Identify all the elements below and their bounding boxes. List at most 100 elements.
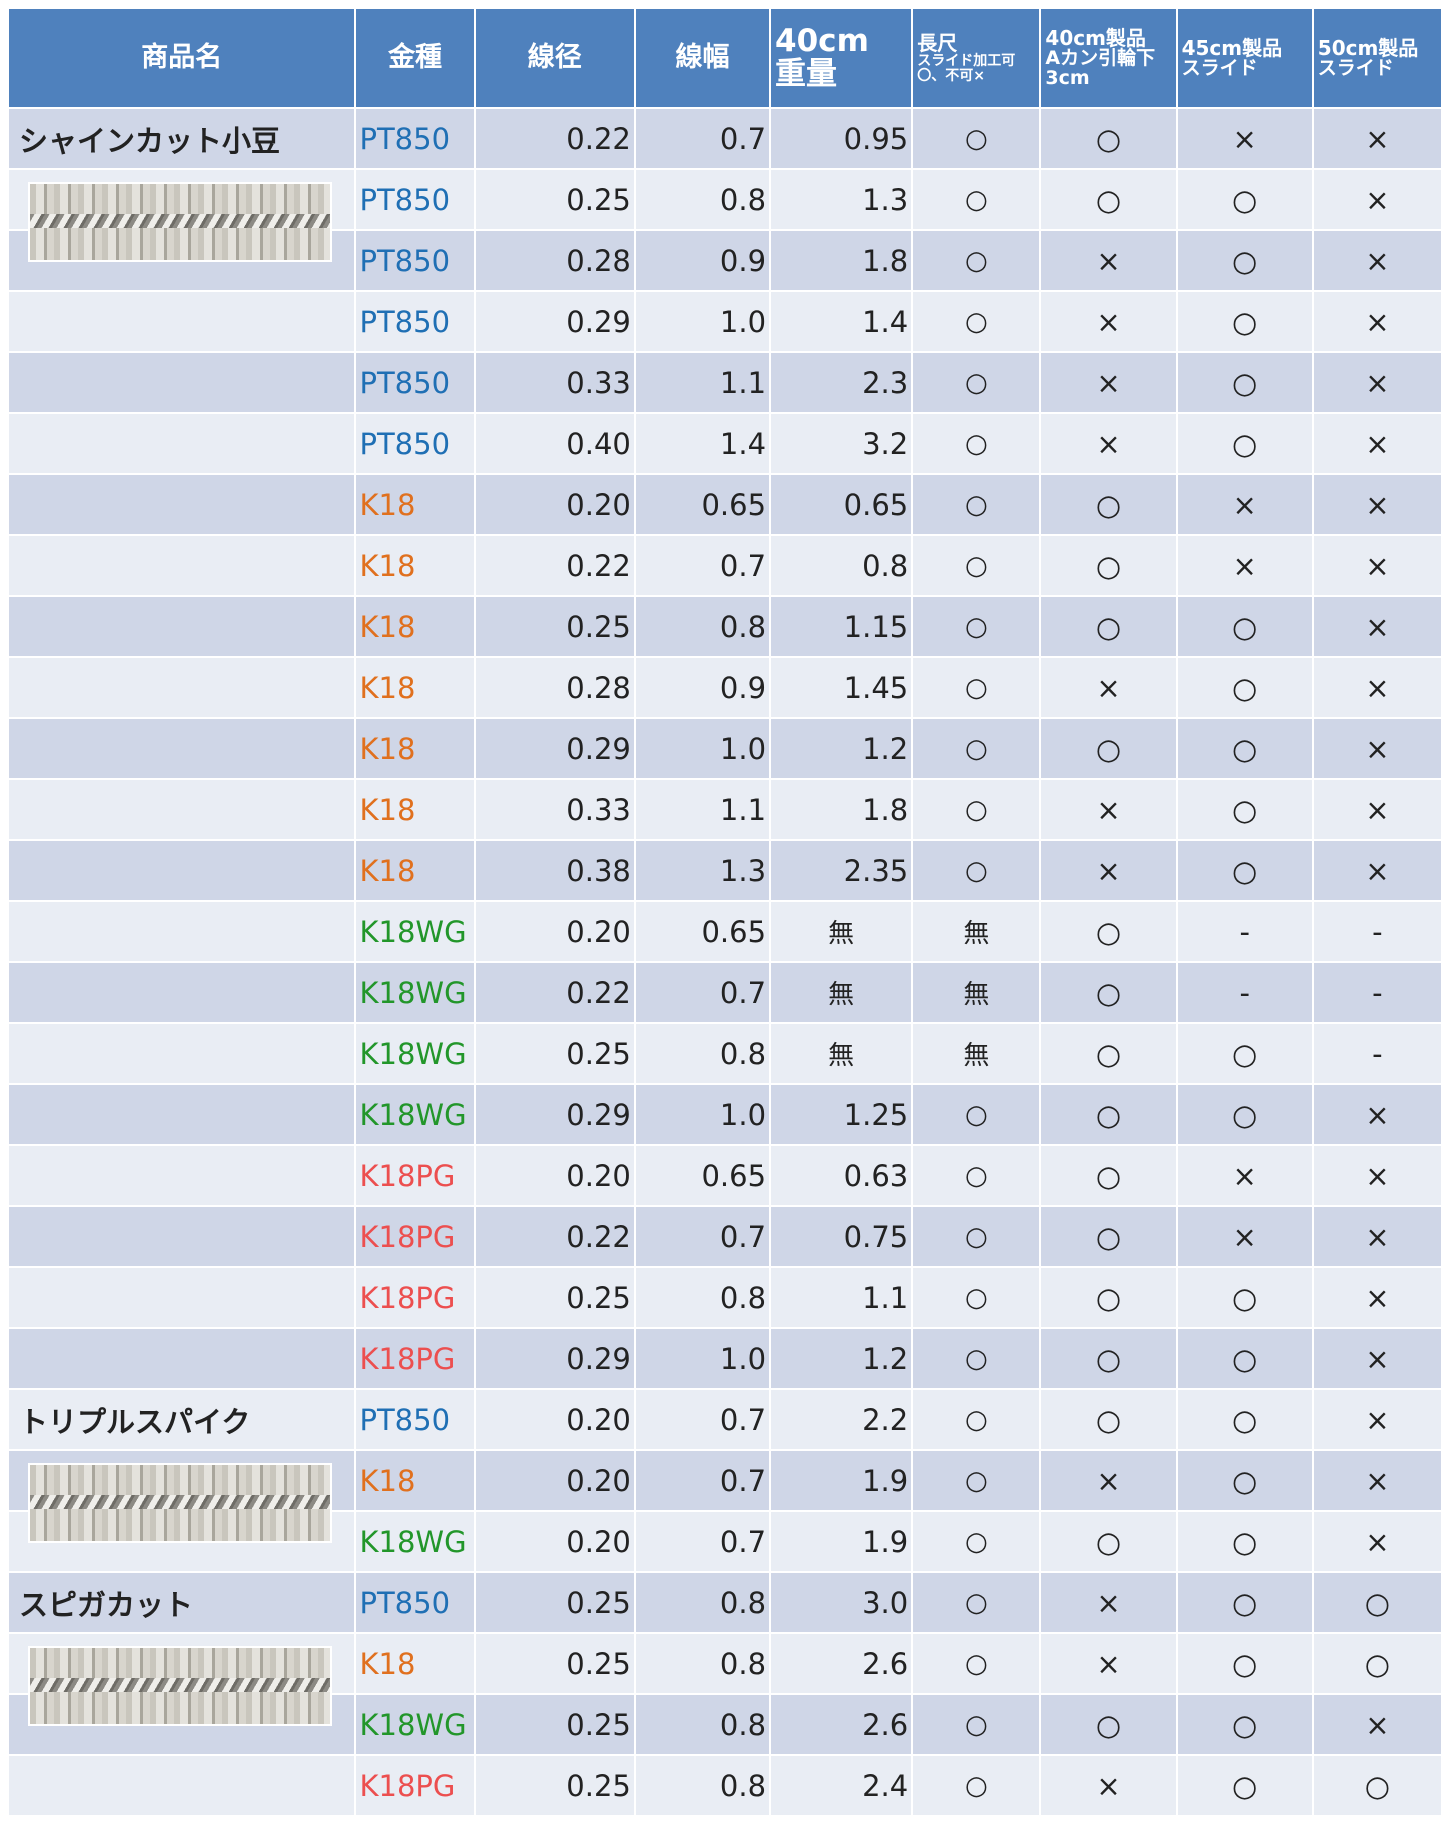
value-cell: 0.20 [476,1146,634,1205]
value-cell: 1.0 [636,292,769,351]
name-cell: シャインカット小豆 [9,109,354,168]
metal-cell: K18WG [356,1085,473,1144]
header-cell: 線径 [476,9,634,107]
header-text: 40cm製品 [1045,28,1171,49]
value-cell: 0.7 [636,1207,769,1266]
value-cell: ○ [913,1512,1039,1571]
value-cell: × [1041,292,1175,351]
value-cell: 2.2 [771,1390,911,1449]
value-cell: ○ [1178,1268,1312,1327]
value-cell: ○ [913,231,1039,290]
metal-cell: PT850 [356,292,473,351]
value-cell: ○ [1178,1024,1312,1083]
value-cell: 1.45 [771,658,911,717]
value-cell: 0.95 [771,109,911,168]
value-cell: ○ [1178,597,1312,656]
metal-cell: K18WG [356,1695,473,1754]
value-cell: 1.9 [771,1451,911,1510]
metal-cell: K18PG [356,1207,473,1266]
value-cell: ○ [1314,1634,1441,1693]
value-cell: × [1041,353,1175,412]
header-cell: 商品名 [9,9,354,107]
header-text: Aカン引輪下3cm [1045,49,1171,89]
value-cell: × [1041,658,1175,717]
value-cell: 0.33 [476,353,634,412]
header-cell: 長尺スライド加工可〇、不可× [913,9,1039,107]
value-cell: 0.20 [476,1512,634,1571]
name-cell [9,1268,354,1327]
product-name: トリプルスパイク [19,1405,250,1439]
value-cell: 0.38 [476,841,634,900]
header-cell: 50cm製品スライド [1314,9,1441,107]
value-cell: ○ [1178,1695,1312,1754]
metal-cell: K18 [356,597,473,656]
value-cell: 1.4 [636,414,769,473]
value-cell: 2.4 [771,1756,911,1815]
metal-cell: K18 [356,1451,473,1510]
value-cell: 0.8 [636,1268,769,1327]
value-cell: 2.35 [771,841,911,900]
value-cell: 1.9 [771,1512,911,1571]
value-cell: 0.22 [476,109,634,168]
metal-cell: K18WG [356,902,473,961]
table-row: K18WG0.220.7無無○-- [9,963,1441,1022]
value-cell: ○ [1178,1756,1312,1815]
value-cell: ○ [913,1695,1039,1754]
value-cell: 1.4 [771,292,911,351]
value-cell: × [1314,1329,1441,1388]
value-cell: 2.6 [771,1695,911,1754]
metal-cell: PT850 [356,231,473,290]
value-cell: × [1314,475,1441,534]
value-cell: ○ [913,109,1039,168]
table-row: K18PG0.200.650.63○○×× [9,1146,1441,1205]
name-cell [9,1085,354,1144]
value-cell: × [1314,1146,1441,1205]
header-text: 40cm [775,25,907,58]
header-cell: 45cm製品スライド [1178,9,1312,107]
header-text: 45cm製品 [1182,38,1308,59]
value-cell: 1.25 [771,1085,911,1144]
product-photo [28,1646,332,1726]
metal-cell: K18 [356,658,473,717]
value-cell: × [1314,597,1441,656]
name-cell: トリプルスパイク [9,1390,354,1449]
product-photo [28,1463,332,1543]
value-cell: 0.29 [476,1085,634,1144]
value-cell: ○ [913,719,1039,778]
value-cell: ○ [1041,475,1175,534]
table-row: K18PG0.250.81.1○○○× [9,1268,1441,1327]
value-cell: ○ [1178,719,1312,778]
product-photo [28,182,332,262]
value-cell: 無 [913,902,1039,961]
value-cell: × [1314,1207,1441,1266]
table-row: PT8500.291.01.4○×○× [9,292,1441,351]
product-name: シャインカット小豆 [19,124,280,158]
value-cell: - [1178,963,1312,1022]
value-cell: 0.8 [636,1573,769,1632]
value-cell: ○ [1041,597,1175,656]
value-cell: 0.29 [476,1329,634,1388]
value-cell: ○ [1041,1512,1175,1571]
value-cell: 3.2 [771,414,911,473]
value-cell: 1.3 [771,170,911,229]
value-cell: 1.3 [636,841,769,900]
value-cell: 1.2 [771,1329,911,1388]
value-cell: 0.9 [636,658,769,717]
value-cell: 0.7 [636,109,769,168]
value-cell: 無 [913,963,1039,1022]
value-cell: 0.65 [636,902,769,961]
value-cell: × [1041,780,1175,839]
value-cell: × [1314,658,1441,717]
name-cell [9,902,354,961]
value-cell: ○ [913,1207,1039,1266]
name-cell [9,963,354,1022]
value-cell: - [1314,1024,1441,1083]
value-cell: ○ [913,1085,1039,1144]
metal-cell: PT850 [356,170,473,229]
